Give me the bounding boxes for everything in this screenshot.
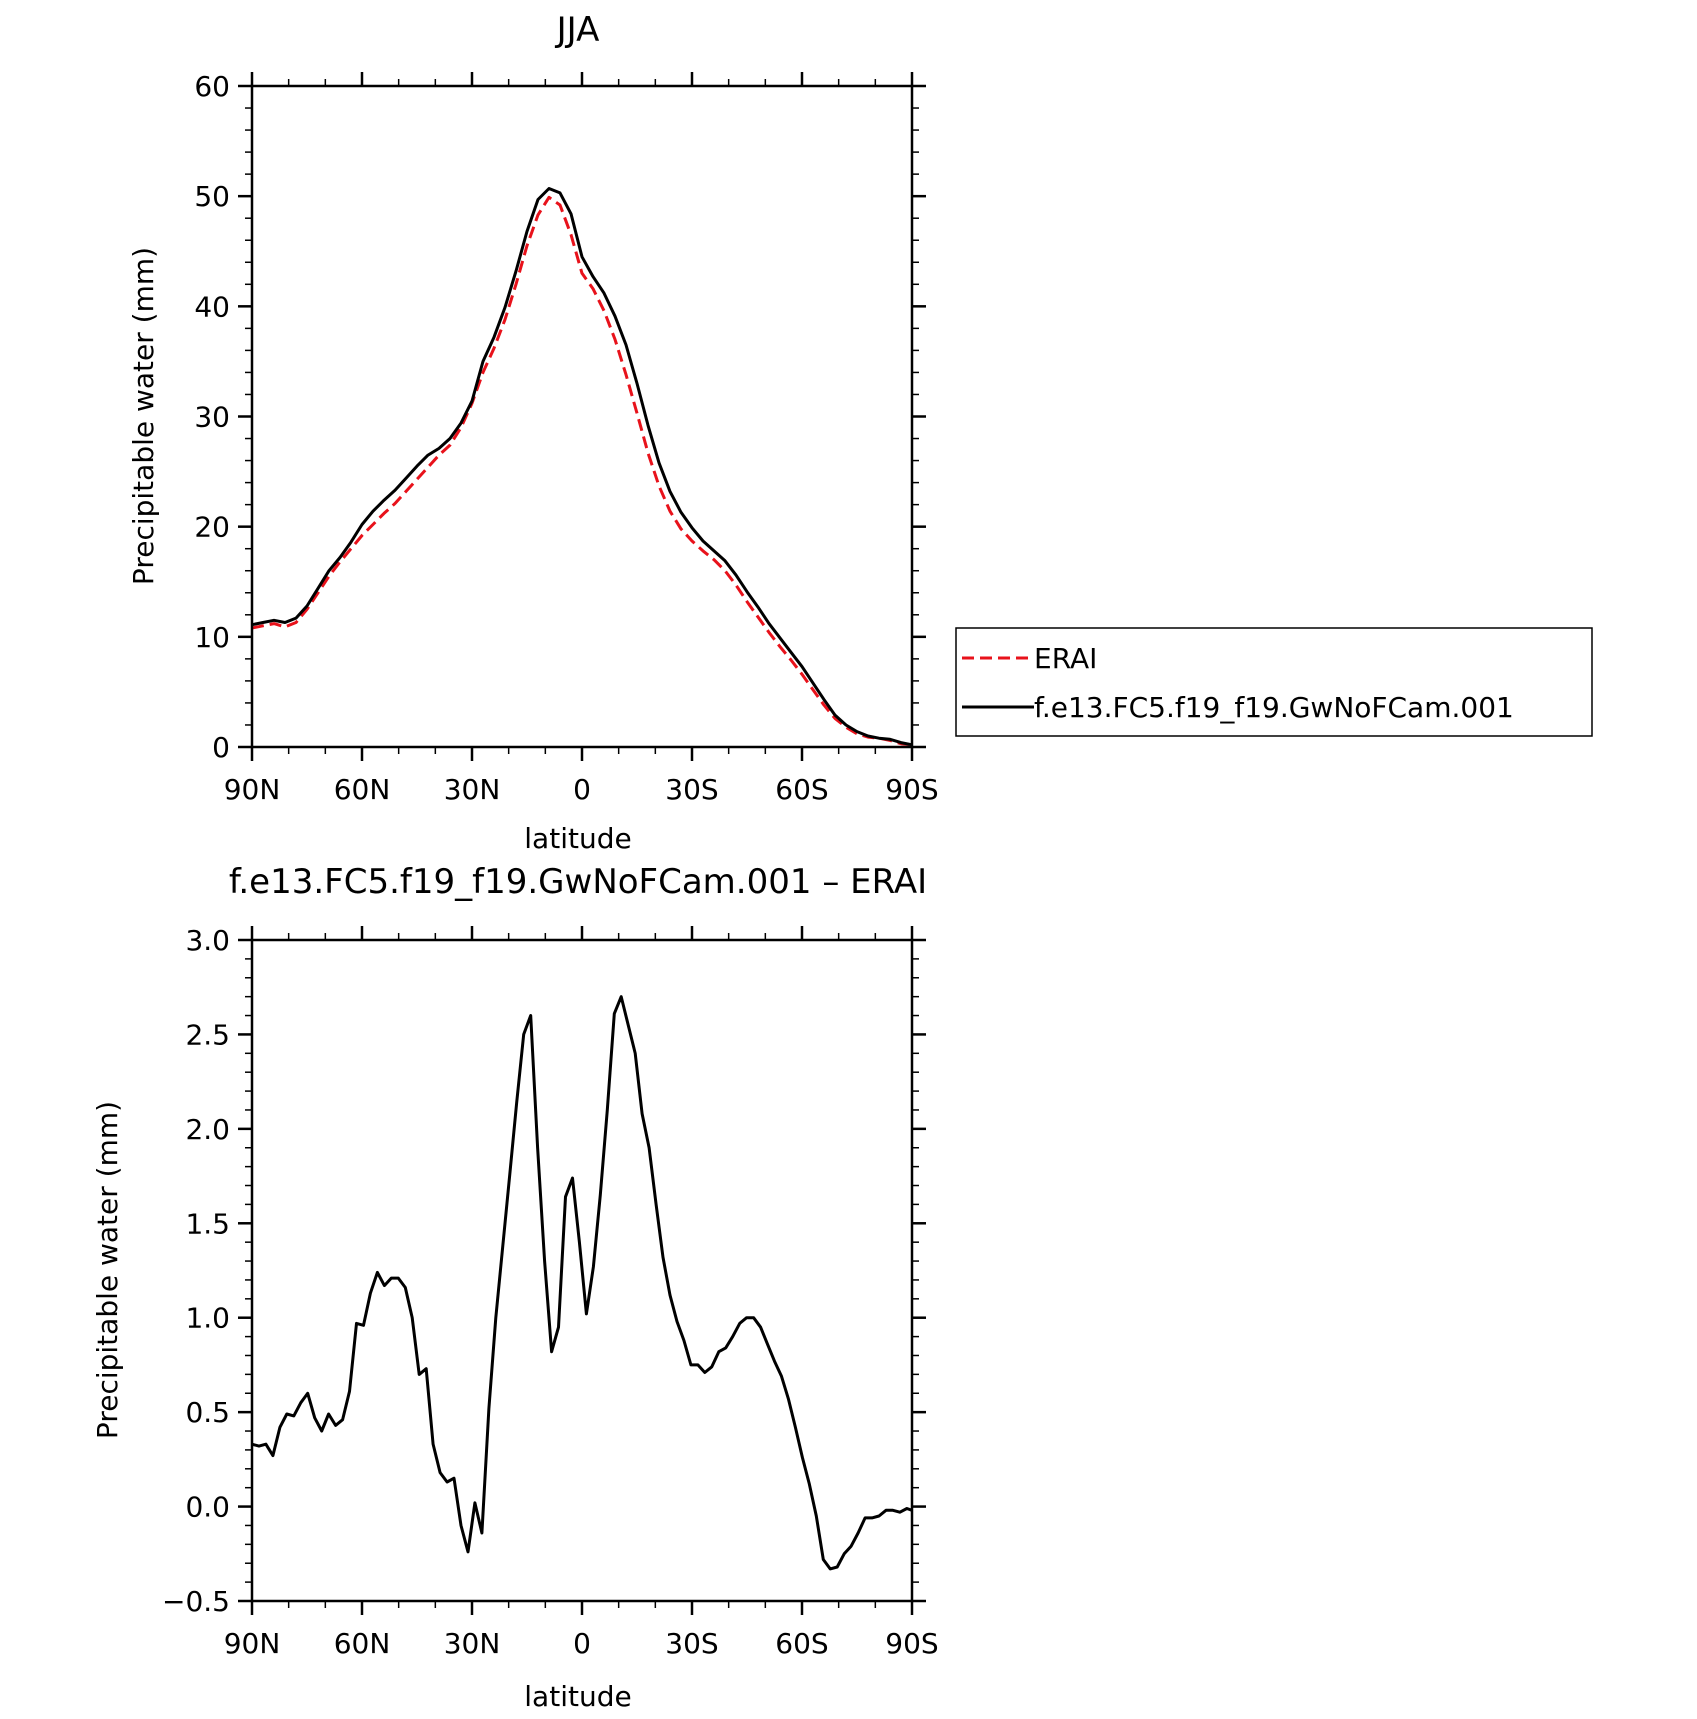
top-y-axis-label: Precipitable water (mm) [127,247,160,585]
y-tick-label: 0.5 [185,1396,230,1429]
y-tick-label: 60 [194,70,230,103]
legend-model-label: f.e13.FC5.f19_f19.GwNoFCam.001 [1034,691,1514,724]
y-tick-label: 1.0 [185,1302,230,1335]
y-tick-label: 20 [194,511,230,544]
x-tick-label: 90S [885,1627,938,1660]
series-line-erai [251,195,913,747]
bottom-plot-lines [251,995,913,1571]
top-plot-lines [251,187,913,747]
x-tick-label: 0 [573,773,591,806]
top-y-ticks: 0 10 20 30 40 50 60 [194,70,926,764]
bottom-chart-title: f.e13.FC5.f19_f19.GwNoFCam.001 – ERAI [229,862,927,902]
bottom-panel: f.e13.FC5.f19_f19.GwNoFCam.001 – ERAI −0… [91,862,939,1713]
x-tick-label: 30S [665,1627,718,1660]
y-tick-label: 10 [194,621,230,654]
y-tick-label: −0.5 [162,1585,230,1618]
x-tick-label: 30S [665,773,718,806]
top-panel: JJA 0 10 20 30 40 50 60 90N 60N 30N 0 30S 60S 90S la… [127,10,1593,855]
bottom-plot-frame [250,938,914,1603]
top-chart-title: JJA [555,10,600,50]
y-tick-label: 0.0 [185,1491,230,1524]
x-tick-label: 90S [885,773,938,806]
top-x-axis-label: latitude [524,822,631,855]
bottom-x-ticks: 90N 60N 30N 0 30S 60S 90S [224,926,939,1660]
legend: ERAI f.e13.FC5.f19_f19.GwNoFCam.001 [955,627,1593,737]
y-tick-label: 1.5 [185,1207,230,1240]
x-tick-label: 90N [224,1627,281,1660]
x-tick-label: 30N [444,773,501,806]
y-tick-label: 2.0 [185,1113,230,1146]
bottom-y-axis-label: Precipitable water (mm) [91,1101,124,1439]
bottom-x-axis-label: latitude [524,1680,631,1713]
top-x-ticks: 90N 60N 30N 0 30S 60S 90S [224,72,939,806]
x-tick-label: 60N [334,773,391,806]
y-tick-label: 0 [212,731,230,764]
x-tick-label: 60S [775,1627,828,1660]
x-tick-label: 0 [573,1627,591,1660]
bottom-y-ticks: −0.5 0.0 0.5 1.0 1.5 2.0 2.5 3.0 [162,924,926,1618]
y-tick-label: 30 [194,401,230,434]
series-line-difference [251,995,913,1571]
x-tick-label: 90N [224,773,281,806]
y-tick-label: 40 [194,290,230,323]
legend-erai-label: ERAI [1034,642,1097,675]
y-tick-label: 50 [194,180,230,213]
x-tick-label: 60N [334,1627,391,1660]
x-tick-label: 60S [775,773,828,806]
y-tick-label: 3.0 [185,924,230,957]
y-tick-label: 2.5 [185,1018,230,1051]
x-tick-label: 30N [444,1627,501,1660]
series-line-f-e13-fc5-f19-f19-gwnofcam-001 [251,187,913,747]
legend-box [955,627,1593,737]
top-plot-frame [250,84,914,749]
